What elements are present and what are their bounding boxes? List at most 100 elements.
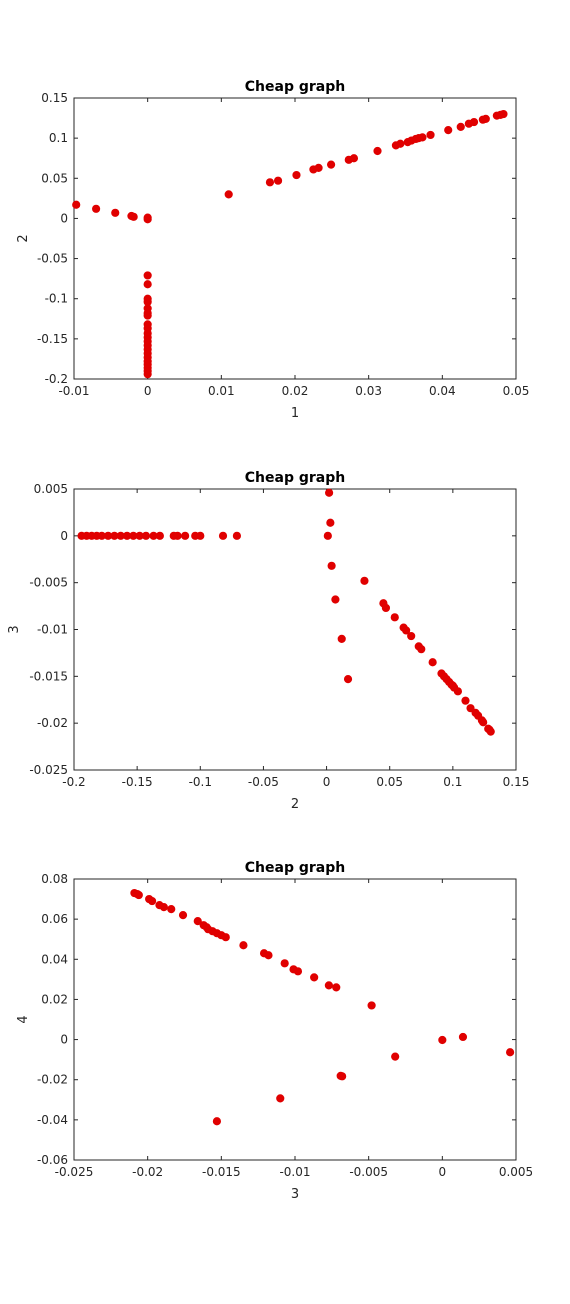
subplot-1-data-point xyxy=(129,212,138,221)
subplot-2-data-point xyxy=(360,576,369,585)
subplot-1-xtick-label: 0.04 xyxy=(429,384,456,398)
subplot-3-xlabel: 3 xyxy=(291,1187,299,1202)
subplot-2-data-point xyxy=(402,626,411,635)
subplot-1-data-point xyxy=(426,130,435,140)
subplot-2-data-point xyxy=(324,488,334,497)
subplot-2-xtick-label: 0.15 xyxy=(503,775,530,789)
subplot-3-data-point xyxy=(293,967,303,976)
subplot-2-data-point xyxy=(331,595,340,604)
subplot-2-data-point xyxy=(155,531,164,540)
subplot-3-data-point xyxy=(167,905,176,914)
subplot-1-data-point xyxy=(292,170,301,180)
subplot-3-data-point xyxy=(458,1032,468,1042)
subplot-3-ytick-label: -0.04 xyxy=(37,1113,68,1127)
subplot-3-ytick-label: 0 xyxy=(60,1033,68,1047)
subplot-3-data-point xyxy=(280,959,289,968)
subplot-2-ytick-label: 0 xyxy=(60,529,68,543)
subplot-3-ytick-label: 0.08 xyxy=(41,872,68,886)
subplot-2-data-point xyxy=(181,531,190,540)
subplot-1-ytick-label: -0.2 xyxy=(45,372,68,386)
subplot-1-data-point xyxy=(373,146,382,156)
subplot-3-data-point xyxy=(506,1048,515,1057)
subplot-1-xtick-label: 0.02 xyxy=(282,384,309,398)
subplot-1-data-point xyxy=(92,204,101,213)
subplot-3-data-point xyxy=(276,1094,285,1103)
subplot-2-data-point xyxy=(466,704,475,713)
subplot-1-data-point xyxy=(456,122,465,132)
subplot-1-data-point xyxy=(444,126,453,135)
subplot-1-data-point xyxy=(349,154,359,163)
subplot-1: Cheap graph -0.01 0 0.01 0.02 0.03 0.04 0.05-0… xyxy=(16,79,529,421)
subplot-2-data-point xyxy=(479,718,488,727)
subplot-3-data-point xyxy=(134,890,143,900)
subplot-1-xtick-label: -0.01 xyxy=(58,384,89,398)
subplot-2-data-point xyxy=(428,658,437,667)
subplot-3-data-point xyxy=(193,917,202,926)
subplot-2-data-point xyxy=(323,531,332,540)
subplot-3-data-point xyxy=(310,973,319,982)
subplot-2-data-point xyxy=(486,727,495,736)
subplot-2-points xyxy=(77,488,495,736)
subplot-1-data-point xyxy=(499,109,508,119)
subplot-3-xtick-label: -0.015 xyxy=(202,1165,241,1179)
subplot-3-ytick-label: -0.06 xyxy=(37,1153,68,1167)
subplot-3-ytick-label: -0.02 xyxy=(37,1073,68,1087)
subplot-1-ytick-label: 0.05 xyxy=(41,171,68,185)
subplot-1-data-point xyxy=(111,208,120,217)
subplot-1-data-point xyxy=(143,215,152,224)
subplot-1-data-point xyxy=(265,178,275,187)
subplot-1-data-point xyxy=(143,271,152,280)
subplot-2-data-point xyxy=(337,634,346,643)
subplot-3: Cheap graph -0.025 -0.02 -0.015 -0.01 -0.005… xyxy=(16,860,533,1202)
subplot-1-data-point xyxy=(396,139,405,148)
subplot-2-xtick-label: 0.1 xyxy=(443,775,462,789)
subplot-3-data-point xyxy=(147,896,157,906)
subplot-2-data-point xyxy=(196,531,205,540)
subplot-2-data-point xyxy=(218,531,228,540)
subplot-1-data-point xyxy=(469,117,479,127)
subplot-2-xtick-label: -0.2 xyxy=(62,775,85,789)
subplot-2-ytick-label: -0.005 xyxy=(29,576,68,590)
subplot-1-ytick-label: -0.05 xyxy=(37,252,68,266)
subplot-1-xtick-label: 0.05 xyxy=(503,384,530,398)
subplot-1-ticks: -0.01 0 0.01 0.02 0.03 0.04 0.05 -0.2 -0.15 -0.1 -… xyxy=(37,91,529,398)
subplot-2: Cheap graph -0.2 -0.15 -0.1 -0.05 0 0.05 0.1 0.… xyxy=(7,470,529,812)
subplot-1-data-point xyxy=(326,160,336,169)
subplot-2-xtick-label: 0 xyxy=(323,775,331,789)
subplot-1-ytick-label: 0 xyxy=(60,211,68,225)
subplot-2-xtick-label: -0.05 xyxy=(248,775,279,789)
subplot-3-data-point xyxy=(391,1052,400,1061)
subplot-2-ytick-label: -0.025 xyxy=(29,763,68,777)
subplot-1-ytick-label: 0.15 xyxy=(41,91,68,105)
subplot-1-data-point xyxy=(273,176,283,185)
subplot-1-data-point xyxy=(143,280,152,289)
subplot-3-data-point xyxy=(264,951,273,960)
subplot-2-xtick-label: 0.05 xyxy=(376,775,403,789)
subplot-2-xlabel: 2 xyxy=(291,797,299,812)
subplot-1-ytick-label: -0.1 xyxy=(45,292,68,306)
subplot-1-data-point xyxy=(481,114,490,123)
subplot-3-xtick-label: -0.005 xyxy=(349,1165,388,1179)
subplot-3-data-point xyxy=(221,933,230,942)
subplot-3-ytick-label: 0.02 xyxy=(41,992,68,1006)
subplot-3-data-point xyxy=(324,981,333,990)
subplot-1-data-point xyxy=(143,311,152,320)
subplot-2-data-point xyxy=(407,631,416,641)
subplot-3-data-point xyxy=(336,1071,345,1081)
subplot-3-xtick-label: -0.01 xyxy=(279,1165,310,1179)
subplot-2-data-point xyxy=(417,645,426,654)
subplot-3-data-point xyxy=(212,1117,222,1126)
subplot-1-ylabel: 2 xyxy=(16,234,31,242)
subplot-1-ytick-label: -0.15 xyxy=(37,332,68,346)
subplot-3-xtick-label: -0.025 xyxy=(55,1165,94,1179)
subplot-1-points xyxy=(72,109,508,379)
subplot-2-data-point xyxy=(343,675,353,684)
subplot-1-data-point xyxy=(143,370,152,379)
subplot-1-data-point xyxy=(224,190,233,199)
subplot-2-data-point xyxy=(381,603,391,613)
subplot-2-data-point xyxy=(461,696,470,705)
subplot-3-data-point xyxy=(332,983,341,992)
subplot-1-data-point xyxy=(314,163,323,172)
